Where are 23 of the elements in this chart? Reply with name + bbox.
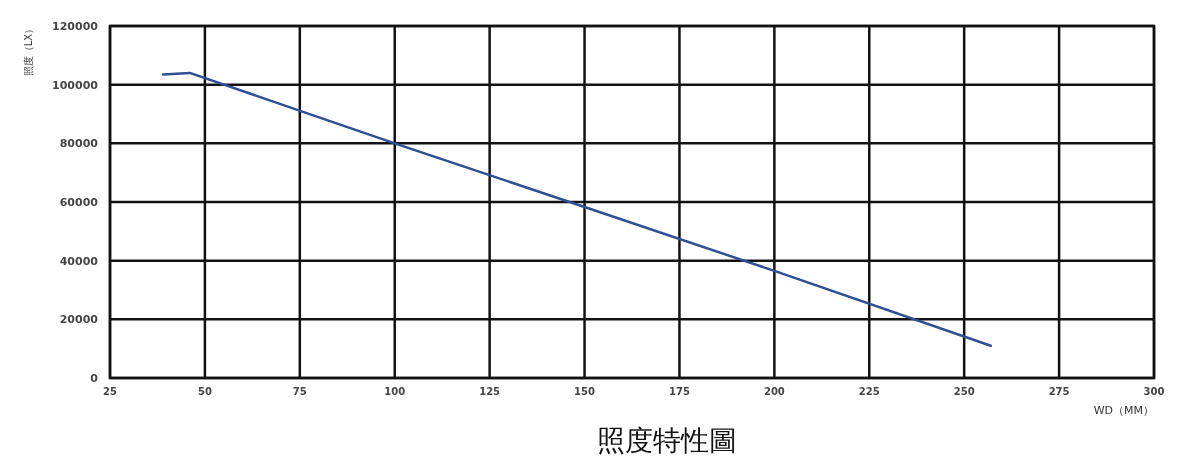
x-tick-label: 200 <box>763 386 785 397</box>
y-tick-label: 80000 <box>59 137 99 151</box>
y-tick-label: 120000 <box>52 20 99 33</box>
x-tick-label: 150 <box>574 386 596 397</box>
x-tick-label: 250 <box>953 386 975 397</box>
y-axis-title: 照度（LX） <box>23 23 34 77</box>
x-tick-label: 50 <box>197 386 212 397</box>
line-series <box>161 71 993 347</box>
x-tick-label: 75 <box>292 386 307 397</box>
y-tick-label: 20000 <box>59 313 99 327</box>
x-tick-label: 300 <box>1143 386 1165 397</box>
x-tick-label: 175 <box>669 386 690 397</box>
y-tick-label: 100000 <box>52 78 99 92</box>
x-tick-label: 225 <box>858 386 880 397</box>
x-axis-title: WD（MM） <box>1093 404 1154 417</box>
x-tick-label: 125 <box>479 386 501 397</box>
y-tick-label: 0 <box>90 372 99 385</box>
x-tick-label: 25 <box>103 386 117 397</box>
text: 照度特性圖 <box>597 424 737 457</box>
x-tick-label: 100 <box>384 386 406 397</box>
x-tick-label: 275 <box>1048 386 1070 397</box>
y-tick-label: 40000 <box>59 254 99 268</box>
y-tick-label: 60000 <box>59 196 99 209</box>
